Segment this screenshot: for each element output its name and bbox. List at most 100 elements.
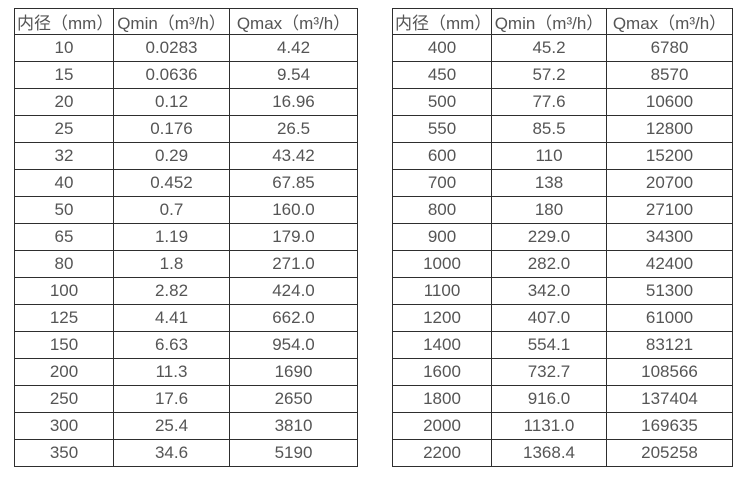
header-cell: Qmin（m³/h） xyxy=(113,8,230,35)
table-row: 15 0.0636 9.54 xyxy=(14,61,358,89)
table-row: 2000 1131.0 169635 xyxy=(392,412,733,440)
header-cell: 内径（mm） xyxy=(392,8,492,35)
table-cell: 205258 xyxy=(606,439,733,467)
table-cell: 25.4 xyxy=(113,412,230,440)
table-cell: 125 xyxy=(14,304,114,332)
table-row: 50 0.7 160.0 xyxy=(14,196,358,224)
table-row: 125 4.41 662.0 xyxy=(14,304,358,332)
table-row: 80 1.8 271.0 xyxy=(14,250,358,278)
table-cell: 1690 xyxy=(229,358,358,386)
table-cell: 100 xyxy=(14,277,114,305)
table-cell: 160.0 xyxy=(229,196,358,224)
table-cell: 26.5 xyxy=(229,115,358,143)
table-cell: 1200 xyxy=(392,304,492,332)
table-cell: 20 xyxy=(14,88,114,116)
table-row: 350 34.6 5190 xyxy=(14,439,358,467)
table-cell: 16.96 xyxy=(229,88,358,116)
table-row: 10 0.0283 4.42 xyxy=(14,34,358,62)
table-cell: 662.0 xyxy=(229,304,358,332)
header-cell: 内径（mm） xyxy=(14,8,114,35)
table-cell: 424.0 xyxy=(229,277,358,305)
table-cell: 138 xyxy=(491,169,607,197)
table-cell: 12800 xyxy=(606,115,733,143)
table-row: 450 57.2 8570 xyxy=(392,61,733,89)
table-cell: 10 xyxy=(14,34,114,62)
table-cell: 0.0283 xyxy=(113,34,230,62)
table-cell: 700 xyxy=(392,169,492,197)
header-cell: Qmax（m³/h） xyxy=(606,8,733,35)
table-cell: 1.8 xyxy=(113,250,230,278)
table-cell: 1100 xyxy=(392,277,492,305)
table-cell: 407.0 xyxy=(491,304,607,332)
table-cell: 0.452 xyxy=(113,169,230,197)
table-cell: 1.19 xyxy=(113,223,230,251)
table-cell: 43.42 xyxy=(229,142,358,170)
table-row: 1100 342.0 51300 xyxy=(392,277,733,305)
table-row: 1800 916.0 137404 xyxy=(392,385,733,413)
table-cell: 4.42 xyxy=(229,34,358,62)
table-cell: 110 xyxy=(491,142,607,170)
table-cell: 80 xyxy=(14,250,114,278)
table-cell: 15200 xyxy=(606,142,733,170)
table-row: 25 0.176 26.5 xyxy=(14,115,358,143)
table-cell: 137404 xyxy=(606,385,733,413)
table-cell: 6.63 xyxy=(113,331,230,359)
table-cell: 342.0 xyxy=(491,277,607,305)
table-cell: 500 xyxy=(392,88,492,116)
table-cell: 51300 xyxy=(606,277,733,305)
header-row: 内径（mm） Qmin（m³/h） Qmax（m³/h） xyxy=(14,8,358,35)
table-row: 1200 407.0 61000 xyxy=(392,304,733,332)
table-row: 600 110 15200 xyxy=(392,142,733,170)
table-cell: 282.0 xyxy=(491,250,607,278)
table-cell: 600 xyxy=(392,142,492,170)
table-cell: 42400 xyxy=(606,250,733,278)
table-cell: 67.85 xyxy=(229,169,358,197)
table-cell: 2.82 xyxy=(113,277,230,305)
table-cell: 1400 xyxy=(392,331,492,359)
table-row: 20 0.12 16.96 xyxy=(14,88,358,116)
table-cell: 11.3 xyxy=(113,358,230,386)
header-cell: Qmax（m³/h） xyxy=(229,8,358,35)
table-cell: 554.1 xyxy=(491,331,607,359)
table-cell: 2000 xyxy=(392,412,492,440)
table-row: 1400 554.1 83121 xyxy=(392,331,733,359)
table-row: 1600 732.7 108566 xyxy=(392,358,733,386)
table-row: 1000 282.0 42400 xyxy=(392,250,733,278)
header-row: 内径（mm） Qmin（m³/h） Qmax（m³/h） xyxy=(392,8,733,35)
table-row: 550 85.5 12800 xyxy=(392,115,733,143)
table-cell: 0.7 xyxy=(113,196,230,224)
table-row: 200 11.3 1690 xyxy=(14,358,358,386)
table-cell: 271.0 xyxy=(229,250,358,278)
table-cell: 0.29 xyxy=(113,142,230,170)
table-cell: 50 xyxy=(14,196,114,224)
table-cell: 2650 xyxy=(229,385,358,413)
table-row: 100 2.82 424.0 xyxy=(14,277,358,305)
table-cell: 34300 xyxy=(606,223,733,251)
table-cell: 32 xyxy=(14,142,114,170)
table-row: 250 17.6 2650 xyxy=(14,385,358,413)
table-cell: 15 xyxy=(14,61,114,89)
table-cell: 40 xyxy=(14,169,114,197)
table-cell: 45.2 xyxy=(491,34,607,62)
table-cell: 1800 xyxy=(392,385,492,413)
table-row: 800 180 27100 xyxy=(392,196,733,224)
table-cell: 65 xyxy=(14,223,114,251)
table-cell: 900 xyxy=(392,223,492,251)
table-cell: 108566 xyxy=(606,358,733,386)
table-cell: 34.6 xyxy=(113,439,230,467)
table-cell: 200 xyxy=(14,358,114,386)
table-row: 900 229.0 34300 xyxy=(392,223,733,251)
table-cell: 83121 xyxy=(606,331,733,359)
table-cell: 1000 xyxy=(392,250,492,278)
table-cell: 57.2 xyxy=(491,61,607,89)
table-cell: 17.6 xyxy=(113,385,230,413)
table-cell: 732.7 xyxy=(491,358,607,386)
table-cell: 550 xyxy=(392,115,492,143)
table-cell: 6780 xyxy=(606,34,733,62)
table-cell: 9.54 xyxy=(229,61,358,89)
table-cell: 10600 xyxy=(606,88,733,116)
header-cell: Qmin（m³/h） xyxy=(491,8,607,35)
table-row: 40 0.452 67.85 xyxy=(14,169,358,197)
table-row: 65 1.19 179.0 xyxy=(14,223,358,251)
